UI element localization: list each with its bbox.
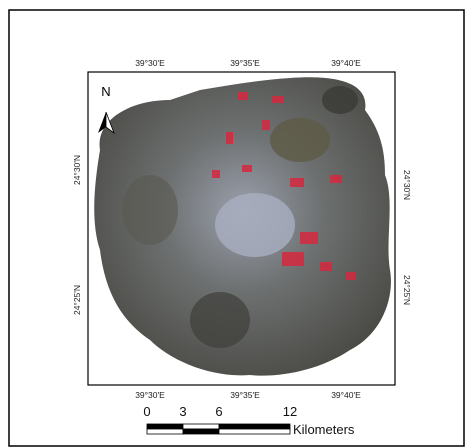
scale-bar: [147, 424, 290, 434]
top-coord-label: 39°35'E: [230, 58, 260, 68]
map-figure: N 39°30'E 39°35'E 39°40'E 39°30'E 39°35'…: [0, 0, 473, 448]
right-coord-label: 24°25'N: [402, 275, 412, 305]
north-label: N: [101, 84, 110, 99]
scale-label: 3: [179, 404, 186, 419]
left-coord-label: 24°30'N: [72, 155, 82, 185]
top-coord-label: 39°30'E: [135, 58, 165, 68]
bottom-coord-label: 39°30'E: [135, 390, 165, 400]
left-coord-label: 24°25'N: [72, 285, 82, 315]
scale-label: 12: [283, 404, 297, 419]
bottom-coord-label: 39°35'E: [230, 390, 260, 400]
right-coord-label: 24°30'N: [402, 170, 412, 200]
scale-label: 0: [143, 404, 150, 419]
scale-label: 6: [215, 404, 222, 419]
satellite-image: [94, 77, 391, 375]
scale-unit: Kilometers: [293, 422, 355, 437]
bottom-coord-label: 39°40'E: [331, 390, 361, 400]
top-coord-label: 39°40'E: [331, 58, 361, 68]
